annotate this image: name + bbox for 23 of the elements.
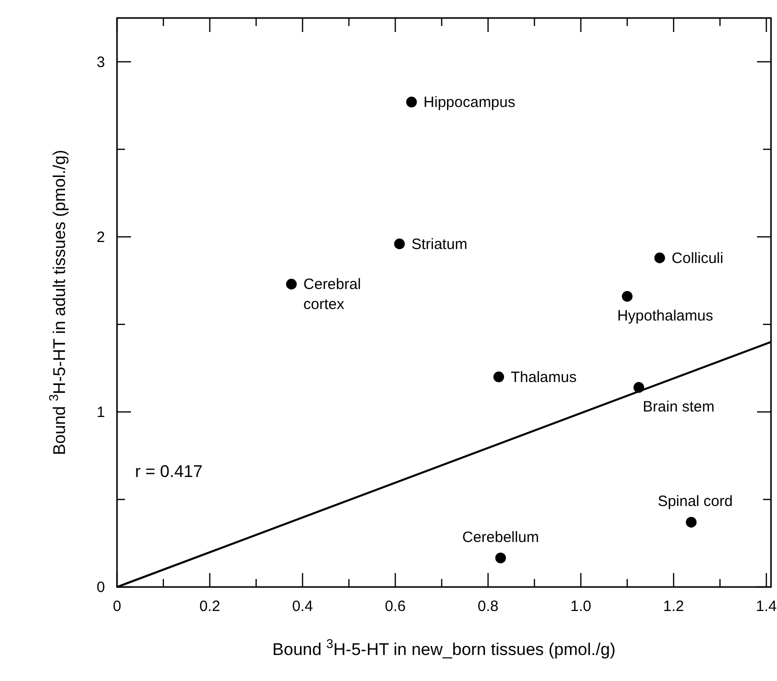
x-tick-label: 0.8 (478, 598, 498, 615)
annotation: Brain stem (642, 398, 715, 416)
x-axis-title: Bound $^{3}$H-5-HT in new_born tissues (pmol./g) (272, 636, 616, 659)
annotation: Colliculi (672, 250, 724, 267)
x-tick-label: 0.2 (199, 598, 220, 615)
annotation: Cerebellum (462, 528, 539, 546)
x-tick-label: 0 (112, 598, 122, 615)
annotation: Cerebral cortex (303, 276, 361, 314)
y-tick-label: 0 (96, 579, 105, 596)
x-tick-label: 0.4 (292, 598, 313, 615)
annotation: Spinal cord (658, 493, 733, 510)
annotation: Hypothalamus (617, 307, 714, 324)
y-tick-label: 1 (96, 404, 105, 421)
annotation: Striatum (411, 236, 468, 253)
y-tick-label: 3 (96, 54, 105, 71)
x-tick-label: 1.0 (570, 598, 592, 615)
annotation: Hippocampus (424, 94, 516, 112)
y-tick-label: 2 (96, 228, 105, 246)
x-tick-label: 1.2 (663, 598, 684, 615)
x-tick-label: 0.6 (384, 598, 406, 615)
annotation: Thalamus (510, 368, 577, 386)
annotation: r = 0.417 (135, 462, 203, 481)
x-tick-label: 1.4 (756, 598, 777, 615)
